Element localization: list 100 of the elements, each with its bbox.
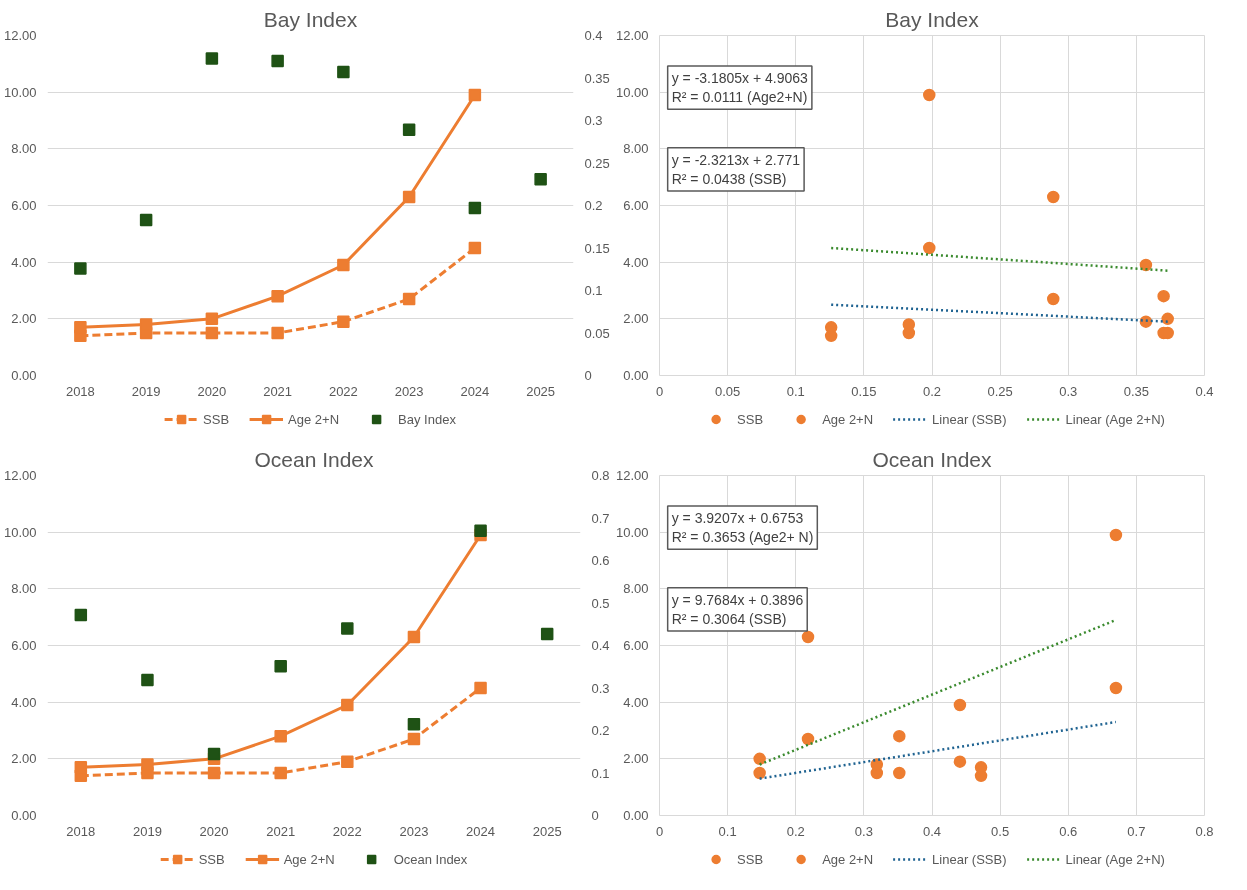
point: [271, 326, 284, 340]
y-tick-label: 2.00: [623, 311, 649, 327]
y-tick-label: 10.00: [615, 84, 649, 100]
legend-label: SSB: [737, 411, 764, 427]
y-tick-label: 8.00: [623, 141, 649, 157]
point: [753, 766, 766, 780]
point: [801, 732, 815, 746]
y2-tick-label: 0.3: [591, 680, 610, 696]
legend-label: Linear (Age 2+N): [1065, 851, 1165, 867]
point: [74, 262, 87, 275]
x-tick-label: 2024: [460, 383, 490, 399]
point: [468, 201, 482, 215]
legend-label: Bay Index: [398, 411, 456, 427]
x-tick-label: 0.3: [1059, 383, 1078, 399]
point: [1047, 292, 1060, 306]
annotation: y = 9.7684x + 0.3896 R² = 0.3064 (SSB): [671, 591, 804, 627]
point: [893, 729, 906, 743]
point: [923, 88, 936, 102]
legend-label: Age 2+N: [283, 851, 335, 867]
point: [1161, 312, 1174, 326]
y-tick-label: 6.00: [11, 638, 37, 653]
y-tick-label: 6.00: [11, 198, 37, 213]
x-tick-label: 2022: [332, 823, 362, 839]
point: [205, 52, 219, 65]
point: [923, 241, 936, 255]
point: [274, 766, 287, 780]
point: [402, 190, 416, 204]
y2-tick-label: 0.35: [584, 70, 610, 86]
point: [74, 321, 87, 334]
y2-tick-label: 0.05: [584, 325, 610, 341]
x-tick-label: 0.8: [1195, 823, 1214, 839]
point: [337, 315, 350, 328]
point: [205, 326, 219, 340]
y2-tick-label: 0.4: [591, 638, 610, 653]
point: [402, 292, 416, 306]
x-tick-label: 0.5: [991, 823, 1010, 839]
legend-label: Linear (Age 2+N): [1065, 411, 1165, 427]
y-tick-label: 8.00: [11, 581, 37, 597]
y2-tick-label: 0: [584, 368, 592, 383]
y-tick-label: 4.00: [11, 694, 37, 710]
y2-tick-label: 0.25: [584, 155, 610, 171]
y-tick-label: 2.00: [11, 751, 37, 767]
point: [337, 65, 350, 79]
point: [402, 123, 416, 137]
x-tick-label: 0.1: [786, 383, 805, 399]
point: [1109, 681, 1123, 695]
point: [139, 318, 153, 331]
x-tick-label: 0.05: [714, 383, 741, 399]
y-tick-label: 0.00: [11, 808, 37, 823]
point: [870, 758, 884, 771]
point: [341, 755, 354, 768]
y2-tick-label: 0.2: [591, 723, 610, 738]
y-tick-label: 10.00: [615, 524, 649, 540]
x-tick-label: 2020: [197, 383, 227, 399]
point: [824, 321, 838, 334]
point: [407, 630, 421, 644]
x-tick-label: 2021: [263, 383, 293, 399]
y-tick-label: 12.00: [3, 468, 37, 483]
point: [207, 766, 221, 780]
point: [141, 758, 154, 771]
y2-tick-label: 0.8: [591, 468, 610, 483]
y-tick-label: 2.00: [623, 751, 649, 767]
point: [1047, 190, 1060, 204]
x-tick-label: 0.25: [987, 383, 1013, 399]
legend-label: Ocean Index: [393, 851, 468, 867]
x-tick-label: 2021: [266, 823, 296, 839]
point: [902, 318, 916, 331]
x-tick-label: 2023: [394, 383, 424, 399]
x-tick-label: 2018: [65, 383, 95, 399]
point: [801, 630, 815, 644]
y-tick-label: 6.00: [623, 638, 649, 653]
y2-tick-label: 0.1: [591, 765, 610, 781]
legend-label: Linear (SSB): [932, 411, 1007, 427]
y-tick-label: 10.00: [3, 524, 37, 540]
y2-tick-label: 0.6: [591, 553, 610, 568]
x-tick-label: 0.2: [922, 383, 942, 399]
y-tick-label: 4.00: [623, 254, 649, 270]
y-tick-label: 8.00: [623, 581, 649, 597]
y-tick-label: 12.00: [3, 28, 37, 43]
y-tick-label: 0.00: [11, 368, 37, 383]
annotation: y = 3.9207x + 0.6753 R² = 0.3653 (Age2+ N): [671, 510, 814, 546]
point: [341, 698, 354, 712]
x-tick-label: 2020: [199, 823, 229, 839]
point: [1157, 289, 1170, 303]
x-tick-label: 0.2: [786, 823, 805, 839]
legend-label: Age 2+N: [822, 851, 874, 867]
x-tick-label: 0.35: [1123, 383, 1150, 399]
point: [953, 755, 967, 768]
x-tick-label: 0.1: [718, 823, 737, 839]
x-tick-label: 0: [655, 383, 664, 399]
chart-title: Ocean Index: [872, 447, 993, 471]
point: [468, 241, 482, 255]
point: [753, 752, 766, 766]
point: [974, 761, 988, 774]
point: [141, 673, 154, 687]
x-tick-label: 2025: [532, 823, 562, 839]
x-tick-label: 0.6: [1059, 823, 1078, 839]
y-tick-label: 8.00: [11, 141, 37, 157]
x-tick-label: 2018: [66, 823, 96, 839]
point: [1139, 258, 1153, 272]
